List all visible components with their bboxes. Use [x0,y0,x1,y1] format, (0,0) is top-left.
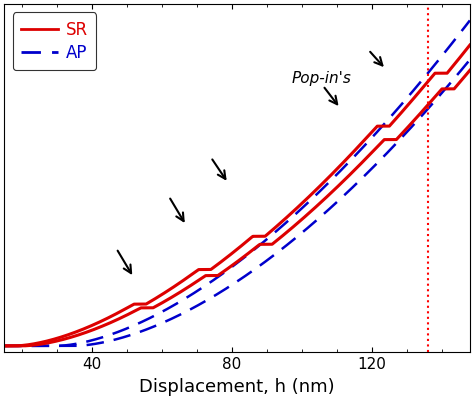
Text: Pop-in's: Pop-in's [291,70,351,86]
X-axis label: Displacement, h (nm): Displacement, h (nm) [139,378,335,396]
Legend: SR, AP: SR, AP [12,12,96,70]
